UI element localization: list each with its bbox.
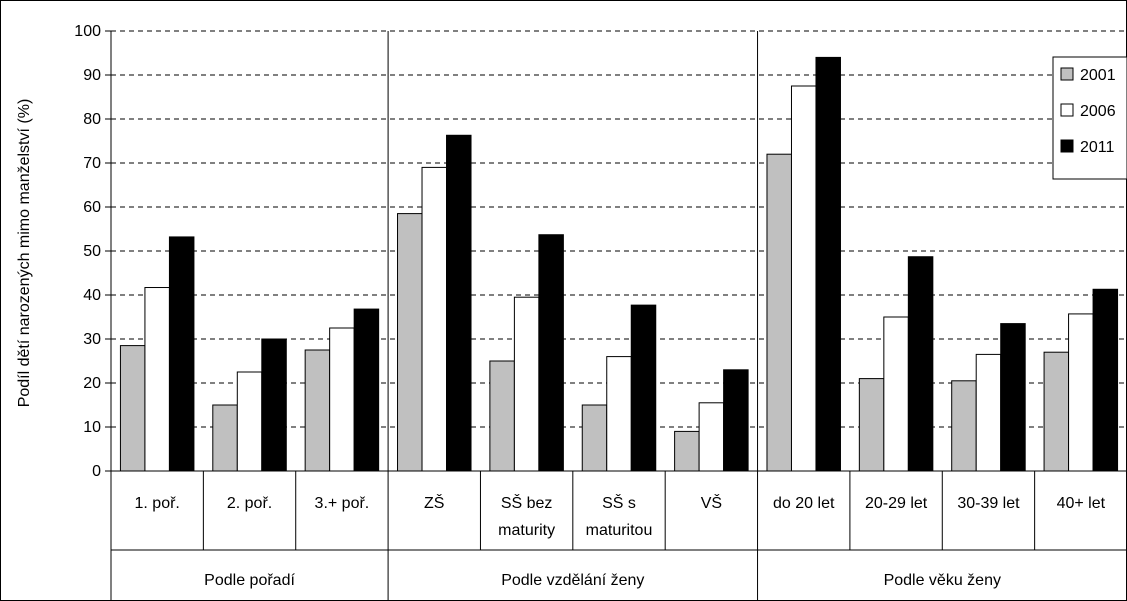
bar-2006-2: [329, 327, 355, 472]
x-category-label: 30-39 let: [957, 495, 1020, 512]
bar-2001-7: [766, 153, 792, 472]
bar-2006-5: [606, 356, 632, 472]
bar-2001-9: [951, 380, 977, 472]
x-category-label: VŠ: [701, 493, 722, 512]
bar-2001-4: [489, 360, 515, 472]
legend-swatch-2006: [1060, 103, 1074, 117]
legend-swatch-2011: [1060, 139, 1074, 153]
bar-2006-0: [144, 287, 170, 472]
legend-label-2001: 2001: [1080, 67, 1116, 84]
y-tick-label: 10: [83, 419, 101, 436]
bar-2006-4: [513, 296, 540, 472]
bar-2011-8: [907, 256, 934, 472]
y-tick-label: 30: [83, 331, 101, 348]
legend-label-2011: 2011: [1080, 139, 1115, 156]
x-category-label: do 20 let: [773, 495, 835, 512]
y-tick-label: 80: [83, 111, 101, 128]
y-tick-label: 60: [83, 199, 101, 216]
bar-2006-1: [236, 371, 263, 472]
bar-2011-3: [446, 134, 472, 472]
bar-2011-5: [630, 304, 657, 472]
x-category-label: 1. poř.: [135, 495, 180, 512]
group-label: Podle vzdělání ženy: [501, 572, 644, 589]
bar-2006-6: [698, 402, 725, 472]
bar-2011-9: [1000, 323, 1026, 472]
bar-2001-8: [858, 378, 885, 472]
group-label: Podle věku ženy: [884, 572, 1001, 589]
x-category-label: 40+ let: [1057, 495, 1106, 512]
bar-2001-0: [119, 345, 146, 472]
y-tick-label: 70: [83, 155, 101, 172]
bar-2001-10: [1043, 351, 1070, 472]
bar-2006-3: [421, 166, 448, 472]
axes: [105, 30, 1127, 601]
bar-2011-7: [815, 56, 841, 472]
bar-2001-1: [212, 404, 238, 472]
x-category-label: SŠ bez: [501, 493, 553, 512]
bar-2011-2: [353, 308, 380, 472]
y-tick-label: 0: [92, 463, 101, 480]
legend-label-2006: 2006: [1080, 103, 1116, 120]
bar-2006-7: [790, 85, 817, 472]
x-category-label: maturity: [498, 522, 555, 539]
bar-2011-10: [1092, 288, 1119, 472]
bar-2006-10: [1068, 313, 1094, 472]
bar-2006-8: [883, 316, 909, 472]
bar-2001-5: [581, 404, 608, 472]
bar-2011-1: [261, 338, 287, 472]
bar-2011-6: [723, 369, 749, 472]
y-tick-label: 50: [83, 243, 101, 260]
x-category-label: ZŠ: [424, 493, 444, 512]
bar-2001-3: [397, 213, 423, 472]
legend-swatch-2001: [1060, 67, 1074, 81]
y-tick-label: 40: [83, 287, 101, 304]
x-category-label: 3.+ poř.: [315, 495, 370, 512]
x-category-label: 2. poř.: [227, 495, 272, 512]
y-tick-labels: 0 10 20 30 40 50 60 70 80 90 100: [74, 23, 101, 480]
group-label: Podle pořadí: [204, 572, 295, 589]
x-category-label: 20-29 let: [865, 495, 928, 512]
legend: 2001 2006 2011: [1052, 56, 1127, 180]
y-tick-label: 90: [83, 67, 101, 84]
x-category-labels: 1. poř. 2. poř. 3.+ poř. ZŠ SŠ bez maturity SŠ…: [135, 493, 1106, 589]
bar-2001-6: [674, 430, 700, 472]
x-category-label: SŠ s: [602, 493, 636, 512]
y-axis-title: Podíl dětí narozených mimo manželství (%…: [16, 99, 33, 408]
y-tick-label: 20: [83, 375, 101, 392]
bar-2001-2: [304, 349, 331, 472]
bar-2011-4: [538, 234, 564, 472]
bar-2011-0: [168, 236, 195, 472]
x-category-label: maturitou: [586, 522, 653, 539]
bars: [119, 56, 1119, 472]
y-tick-label: 100: [74, 23, 101, 40]
bar-2006-9: [975, 353, 1002, 472]
